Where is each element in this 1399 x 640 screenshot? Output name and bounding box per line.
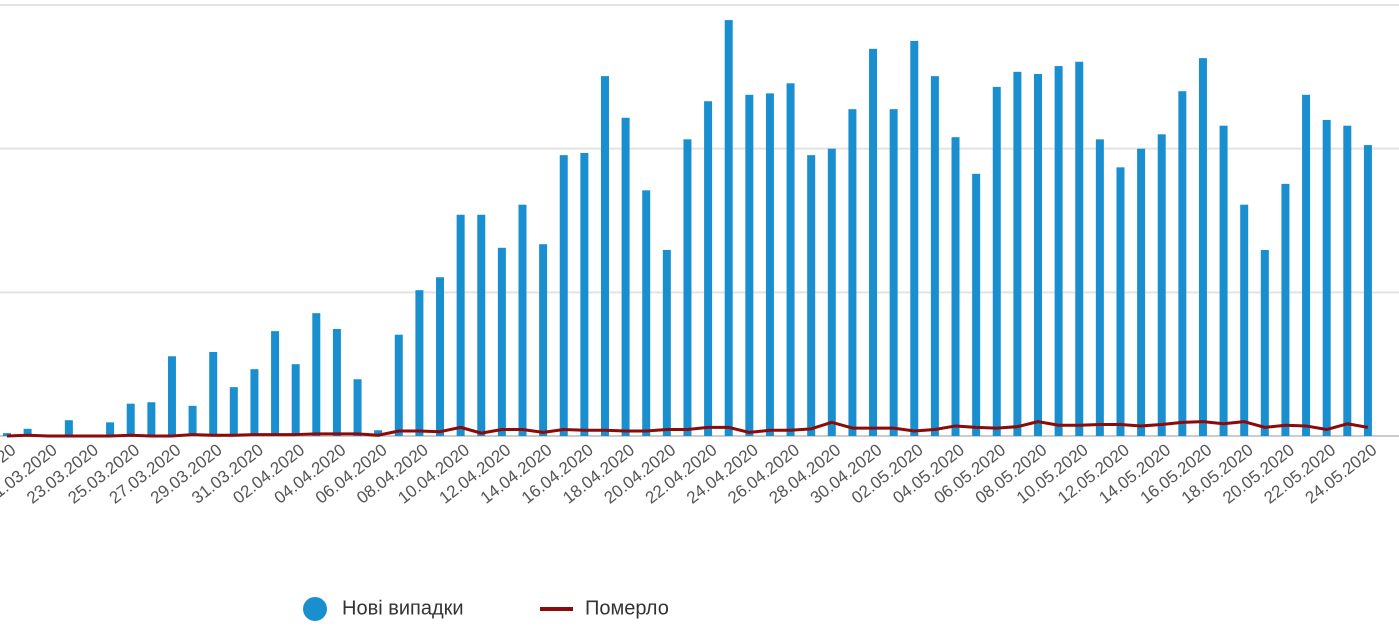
bar [745,94,754,437]
bar [436,277,445,436]
bar [642,190,651,436]
bar [662,249,671,436]
bar [1302,94,1311,437]
bar [1054,66,1063,436]
bar [374,430,383,436]
line [6,420,1369,438]
bar [106,422,115,436]
bar [807,155,816,437]
bar [332,328,341,436]
bar [188,405,197,436]
bar [1157,134,1166,437]
bar [291,364,300,436]
bar [477,214,486,436]
bar [1116,167,1125,437]
bar [209,351,218,436]
bar [497,247,506,436]
bar [1322,119,1331,436]
bar [683,139,692,436]
bar [765,93,774,436]
bar [827,148,836,436]
bar [271,331,280,436]
bar [972,173,981,436]
bar [580,152,589,436]
bar [621,117,630,437]
bar [992,86,1001,436]
bar [415,290,424,436]
bar [126,403,135,436]
bar [167,356,176,436]
bar [394,334,403,436]
bar [1281,183,1290,436]
bar [518,204,527,436]
bar [559,155,568,437]
bar [1363,145,1372,436]
legend-label: Померло [585,597,669,619]
bar [1137,148,1146,436]
bar [910,40,919,437]
bar [1260,249,1269,436]
bar [64,420,73,436]
legend-label: Нові випадки [342,597,464,619]
legend-marker [303,597,327,621]
bar [889,109,898,437]
bar [353,379,362,436]
bar [1013,71,1022,437]
bar [1240,204,1249,436]
bar [724,20,733,437]
bar [539,244,548,436]
bar [23,428,32,436]
bar [600,76,609,437]
bar [786,83,795,436]
bar [229,387,238,436]
bar [456,214,465,436]
bar [147,402,156,436]
bar [1178,91,1187,436]
bar [1034,73,1042,437]
bar [1075,61,1084,437]
bar [848,109,857,437]
bar [1095,139,1104,436]
bar [951,137,960,436]
bar [1198,58,1207,436]
bar [1343,125,1352,437]
bar [312,313,321,436]
bar [1219,125,1228,437]
bar [250,369,259,436]
bar [704,101,713,437]
bar [869,48,878,437]
bar [930,76,939,437]
